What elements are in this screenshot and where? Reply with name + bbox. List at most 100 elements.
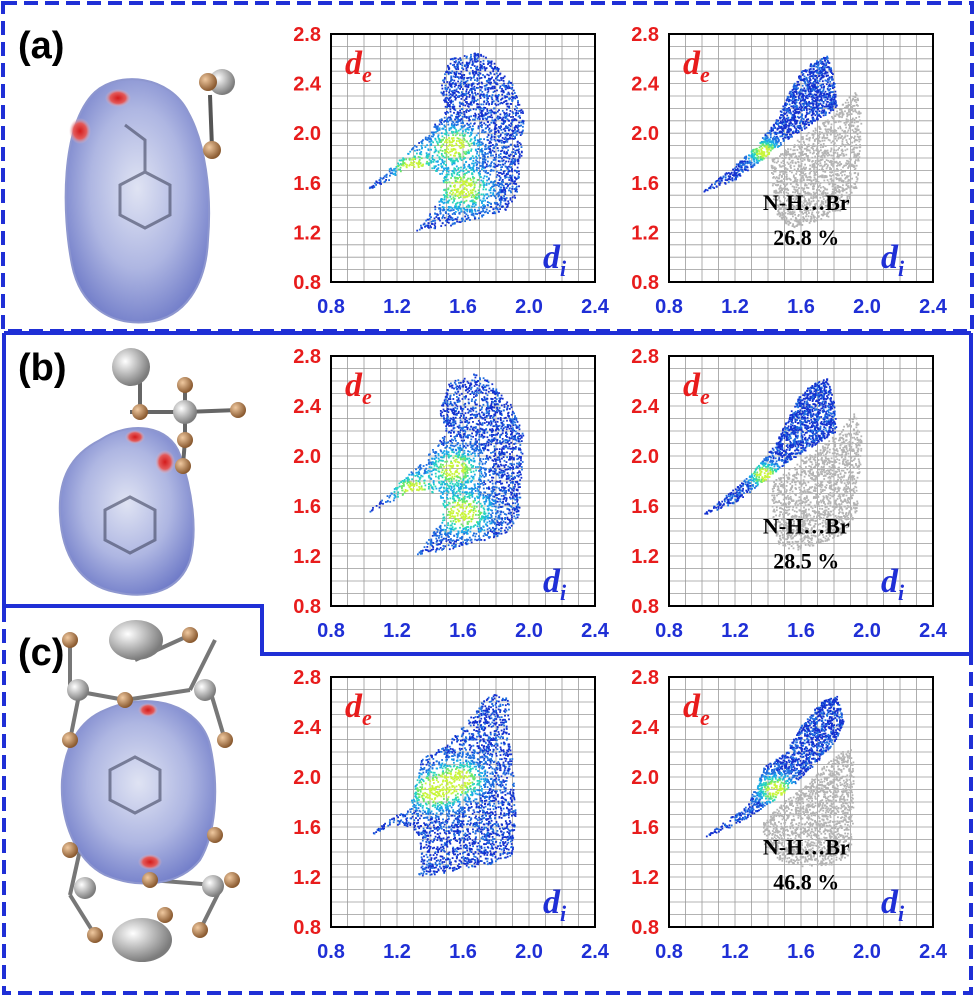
data-point [411,164,413,166]
data-point [852,99,854,101]
data-point [478,189,480,191]
data-point [823,122,825,124]
data-point [441,173,443,175]
data-point [517,112,519,114]
data-point [419,149,421,151]
data-point [474,139,476,141]
data-point [504,193,506,195]
data-point [449,192,451,194]
data-point [507,139,509,141]
data-point [440,149,442,151]
data-point [419,229,421,231]
data-point [487,153,489,155]
data-point [484,76,486,78]
data-point [507,149,509,151]
data-point [805,216,807,218]
data-point [504,86,506,88]
data-point [432,158,434,160]
data-point [433,161,435,163]
data-point [831,161,833,163]
data-point [496,72,498,74]
data-point [852,125,854,127]
data-point [464,99,466,101]
data-point [504,120,506,122]
data-point [514,195,516,197]
data-point [421,145,423,147]
data-point [505,88,507,90]
data-point [510,116,512,118]
data-point [466,172,468,174]
data-point [476,143,478,145]
data-point [457,168,459,170]
data-point [443,94,445,96]
data-point [471,90,473,92]
data-point [801,157,803,159]
data-point [471,214,473,216]
data-point [496,127,498,129]
data-point [805,153,807,155]
data-point [795,217,797,219]
data-point [815,114,817,116]
data-point [799,107,801,109]
data-point [421,148,423,150]
data-point [787,168,789,170]
data-point [831,142,833,144]
data-point [800,172,802,174]
data-point [469,205,471,207]
data-point [457,194,459,196]
data-point [824,164,826,166]
data-point [857,153,859,155]
data-point [454,153,456,155]
data-point [777,158,779,160]
data-point [806,138,808,140]
data-point [483,186,485,188]
data-point [510,144,512,146]
data-point [506,103,508,105]
data-point [461,118,463,120]
data-point [444,79,446,81]
data-point [508,93,510,95]
data-point [478,192,480,194]
data-point [845,107,847,109]
data-point [461,80,463,82]
data-point [777,146,779,148]
data-point [778,178,780,180]
data-point [466,211,468,213]
data-point [502,147,504,149]
data-point [523,123,525,125]
data-point [837,187,839,189]
data-point [469,89,471,91]
data-point [384,181,386,183]
data-point [518,163,520,165]
data-point [502,181,504,183]
data-point [830,151,832,153]
data-point [777,141,779,143]
data-point [464,116,466,118]
data-point [494,90,496,92]
data-point [844,178,846,180]
data-point [430,141,432,143]
data-point [840,186,842,188]
data-point [438,151,440,153]
data-point [511,188,513,190]
data-point [516,170,518,172]
data-point [491,139,493,141]
data-point [484,152,486,154]
data-point [453,209,455,211]
data-point [487,121,489,123]
data-point [418,142,420,144]
data-point [497,111,499,113]
data-point [438,218,440,220]
data-point [775,178,777,180]
data-point [516,110,518,112]
data-point [849,97,851,99]
data-point [841,108,843,110]
data-point [472,95,474,97]
data-point [464,153,466,155]
fingerprint-plot-a-full: 0.81.21.62.02.42.80.8 1.2 1.6 2.0 2.4dedi [293,24,610,318]
data-point [797,120,799,122]
data-point [434,208,436,210]
data-point [482,150,484,152]
data-point [491,61,493,63]
data-point [803,142,805,144]
